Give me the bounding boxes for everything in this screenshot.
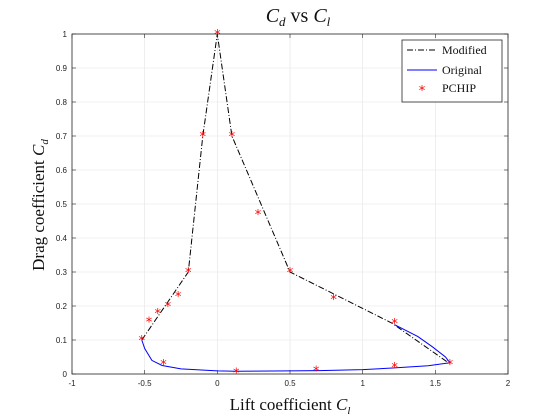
pchip-point: * [255,208,262,223]
pchip-point: * [165,300,172,315]
x-axis-label-text: Lift coefficient [230,395,336,414]
pchip-point: * [391,361,398,376]
series-line-original [141,324,451,372]
x-axis-label-symbol: C [336,395,348,414]
legend-marker-pchip: * [419,84,426,99]
title-cl-symbol: C [313,5,327,27]
x-tick-label: 2 [506,379,511,388]
y-tick-label: 0.8 [56,98,68,107]
pchip-point: * [287,266,294,281]
title-vs: vs [286,5,314,27]
x-axis-label-subscript: l [347,405,350,417]
x-tick-label: -0.5 [138,379,152,388]
pchip-point: * [200,130,207,145]
legend: Modified Original * PCHIP [401,39,503,103]
legend-label-pchip: PCHIP [442,81,476,95]
pchip-point: * [391,317,398,332]
pchip-point: * [154,307,161,322]
title-cd-subscript: d [279,14,286,29]
pchip-point: * [139,334,146,349]
y-tick-label: 0.5 [56,200,68,209]
y-tick-label: 0 [63,370,68,379]
x-tick-label: 1 [360,379,365,388]
x-tick-label: 0 [215,379,220,388]
y-tick-label: 1 [63,30,68,39]
x-tick-label: -1 [68,379,76,388]
y-axis-label-symbol: C [29,144,48,156]
chart-title: Cd vs Cl [266,5,331,29]
y-tick-label: 0.6 [56,166,68,175]
title-cd-symbol: C [266,5,280,27]
y-tick-label: 0.7 [56,132,68,141]
ticks: -1 -0.5 0 0.5 1 1.5 2 0 0.1 0.2 0.3 0.4 0.5 0.6 0.7 0.8… [56,30,511,388]
y-tick-label: 0.2 [56,302,68,311]
x-axis-label: Lift coefficient Cl [230,395,351,417]
y-tick-label: 0.9 [56,64,68,73]
x-tick-label: 1.5 [430,379,442,388]
x-tick-label: 0.5 [284,379,296,388]
pchip-point: * [160,358,167,373]
y-tick-label: 0.4 [56,234,68,243]
pchip-point: * [185,266,192,281]
pchip-point: * [313,365,320,380]
pchip-point: * [447,358,454,373]
pchip-point: * [330,293,337,308]
y-tick-label: 0.3 [56,268,68,277]
legend-label-original: Original [442,63,483,77]
legend-label-modified: Modified [442,43,487,57]
y-axis-label-text: Drag coefficient [29,156,48,271]
series-layer: ** **************** [139,28,454,381]
pchip-point: * [146,315,153,330]
y-tick-label: 0.1 [56,336,68,345]
pchip-point: * [175,290,182,305]
y-axis-label-subscript: d [39,139,51,145]
y-axis-label: Drag coefficient Cd [29,139,51,271]
title-cl-subscript: l [327,14,331,29]
pchip-point: * [229,130,236,145]
